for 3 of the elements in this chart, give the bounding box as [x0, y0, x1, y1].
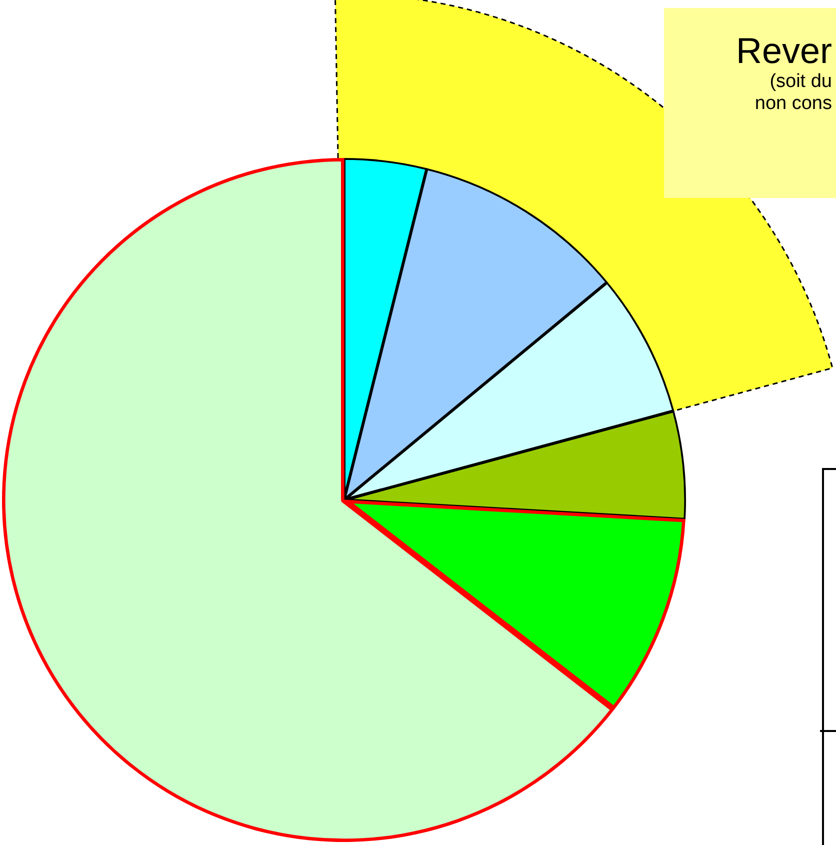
text: non cons: [754, 93, 832, 116]
text: Rever: [734, 30, 832, 72]
text: (soit du: [768, 71, 832, 94]
